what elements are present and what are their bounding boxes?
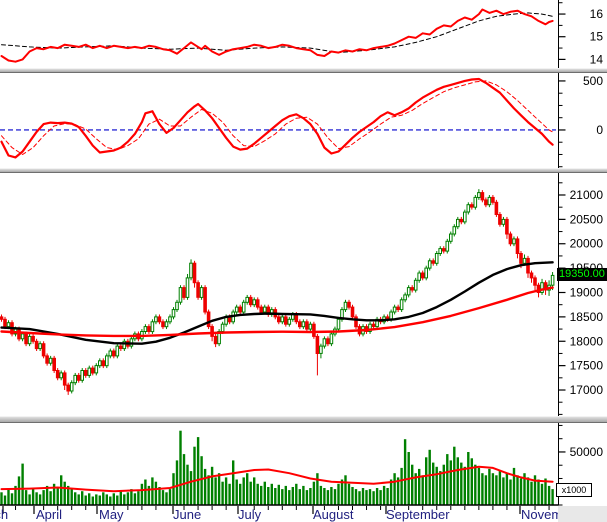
panel-splitter-volume[interactable] — [0, 416, 607, 423]
y-tick-label-0: 0 — [596, 123, 603, 137]
y-tick-label-17500: 17500 — [570, 359, 604, 373]
indicator-line — [0, 8, 554, 63]
indicator-panel — [0, 8, 554, 63]
y-tick-label-14: 14 — [590, 52, 604, 66]
y-tick-label-20500: 20500 — [570, 212, 604, 226]
panel-splitter-indicator[interactable] — [0, 68, 607, 73]
volume-bars — [0, 430, 554, 505]
volume-ma-line — [0, 465, 554, 493]
x-axis-label-june: June — [173, 507, 201, 522]
y-tick-label-19000: 19000 — [570, 286, 604, 300]
candlestick-panel — [0, 189, 555, 395]
candles — [0, 189, 555, 395]
x-axis-label-august: August — [313, 507, 354, 522]
last-price-label: 19350.00 — [557, 268, 607, 281]
oscillator-line — [0, 77, 554, 159]
volume-panel — [0, 430, 554, 505]
x-axis-label-april: April — [36, 507, 62, 522]
x-axis-label-may: May — [99, 507, 124, 522]
y-tick-label-18000: 18000 — [570, 334, 604, 348]
price-y-axis: 2100020500200001950019000185001800017500… — [558, 173, 604, 416]
y-tick-label-18500: 18500 — [570, 310, 604, 324]
y-tick-label-21000: 21000 — [570, 188, 604, 202]
ma-red-line — [0, 286, 554, 338]
oscillator-y-axis: 500 0 — [558, 73, 603, 168]
volume-unit-label: x1000 — [556, 483, 592, 497]
axis-corner-box — [558, 506, 607, 522]
indicator-ma-line — [1, 12, 554, 54]
panel-splitter-oscillator[interactable] — [0, 168, 607, 173]
x-axis: MarchAprilMayJuneJulyAugustSeptemberNove… — [0, 504, 582, 522]
x-axis-label-march: March — [0, 507, 8, 522]
y-tick-label-500: 500 — [583, 74, 603, 88]
y-tick-label-15: 15 — [590, 30, 604, 44]
ma-black-line — [0, 261, 554, 345]
indicator-y-axis: 16 15 14 — [558, 0, 604, 68]
y-tick-label-50000: 50000 — [570, 445, 604, 459]
oscillator-panel — [0, 77, 556, 159]
x-axis-label-july: July — [238, 507, 262, 522]
y-tick-label-20000: 20000 — [570, 237, 604, 251]
y-tick-label-16: 16 — [590, 7, 604, 21]
x-axis-label-september: September — [386, 507, 450, 522]
oscillator-signal-line — [1, 80, 554, 155]
y-tick-label-17000: 17000 — [570, 383, 604, 397]
volume-y-axis: 50000 — [558, 423, 604, 506]
